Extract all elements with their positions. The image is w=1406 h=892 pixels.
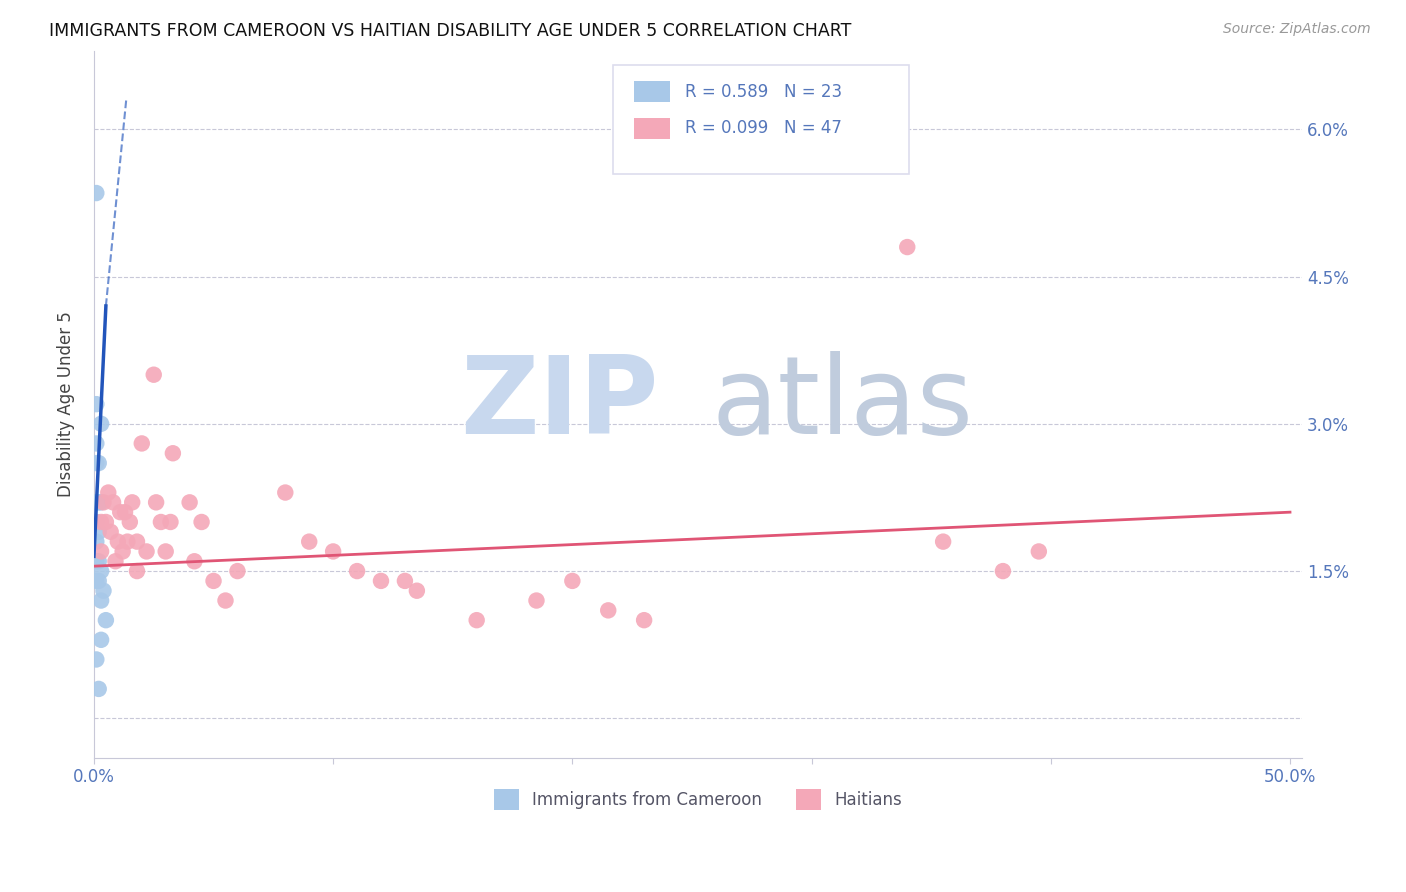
Point xyxy=(142,368,165,382)
Text: atlas: atlas xyxy=(711,351,974,458)
Point xyxy=(465,613,488,627)
Point xyxy=(125,534,148,549)
Point xyxy=(90,417,112,431)
Point xyxy=(93,495,115,509)
Point xyxy=(131,436,153,450)
Text: Source: ZipAtlas.com: Source: ZipAtlas.com xyxy=(1223,22,1371,37)
Point xyxy=(991,564,1014,578)
Point xyxy=(94,613,117,627)
Point xyxy=(90,495,112,509)
Point xyxy=(86,534,108,549)
Point xyxy=(135,544,157,558)
Point xyxy=(100,524,122,539)
Point xyxy=(90,564,112,578)
Point xyxy=(896,240,918,254)
Point xyxy=(87,681,110,696)
Point xyxy=(159,515,181,529)
Point xyxy=(155,544,177,558)
Point xyxy=(93,583,115,598)
Point xyxy=(214,593,236,607)
Point xyxy=(226,564,249,578)
Point xyxy=(405,583,427,598)
Point xyxy=(633,613,655,627)
Point xyxy=(86,456,108,470)
Text: ZIP: ZIP xyxy=(460,351,658,458)
Point xyxy=(101,495,124,509)
Point xyxy=(86,186,108,200)
Point xyxy=(86,495,108,509)
Point xyxy=(87,524,110,539)
Bar xyxy=(634,81,671,103)
Point xyxy=(125,564,148,578)
Point xyxy=(104,554,127,568)
Point xyxy=(117,534,139,549)
Point xyxy=(87,495,110,509)
Point xyxy=(932,534,955,549)
Point xyxy=(90,593,112,607)
Legend: Immigrants from Cameroon, Haitians: Immigrants from Cameroon, Haitians xyxy=(488,783,908,816)
Point xyxy=(110,505,132,519)
Point xyxy=(298,534,321,549)
Point xyxy=(190,515,212,529)
Point xyxy=(86,397,108,411)
Bar xyxy=(634,118,671,139)
Point xyxy=(346,564,368,578)
Point xyxy=(145,495,167,509)
Point xyxy=(114,505,136,519)
Point xyxy=(94,515,117,529)
Point xyxy=(118,515,141,529)
Point xyxy=(86,574,108,588)
Point xyxy=(394,574,416,588)
Point xyxy=(598,603,620,617)
Point xyxy=(202,574,225,588)
Point xyxy=(111,544,134,558)
Point xyxy=(86,554,108,568)
FancyBboxPatch shape xyxy=(613,65,910,175)
Y-axis label: Disability Age Under 5: Disability Age Under 5 xyxy=(58,311,75,497)
Point xyxy=(183,554,205,568)
Point xyxy=(86,652,108,666)
Point xyxy=(149,515,172,529)
Text: R = 0.589   N = 23: R = 0.589 N = 23 xyxy=(685,83,842,101)
Point xyxy=(162,446,184,460)
Point xyxy=(526,593,548,607)
Point xyxy=(1028,544,1050,558)
Point xyxy=(370,574,392,588)
Point xyxy=(87,554,110,568)
Point xyxy=(90,632,112,647)
Point xyxy=(107,534,129,549)
Point xyxy=(322,544,344,558)
Point xyxy=(87,456,110,470)
Point xyxy=(561,574,583,588)
Point xyxy=(121,495,143,509)
Point xyxy=(90,544,112,558)
Point xyxy=(97,485,120,500)
Point xyxy=(90,515,112,529)
Point xyxy=(274,485,297,500)
Point xyxy=(87,574,110,588)
Text: R = 0.099   N = 47: R = 0.099 N = 47 xyxy=(685,120,842,137)
Point xyxy=(179,495,201,509)
Point xyxy=(86,436,108,450)
Point xyxy=(86,515,108,529)
Text: IMMIGRANTS FROM CAMEROON VS HAITIAN DISABILITY AGE UNDER 5 CORRELATION CHART: IMMIGRANTS FROM CAMEROON VS HAITIAN DISA… xyxy=(49,22,852,40)
